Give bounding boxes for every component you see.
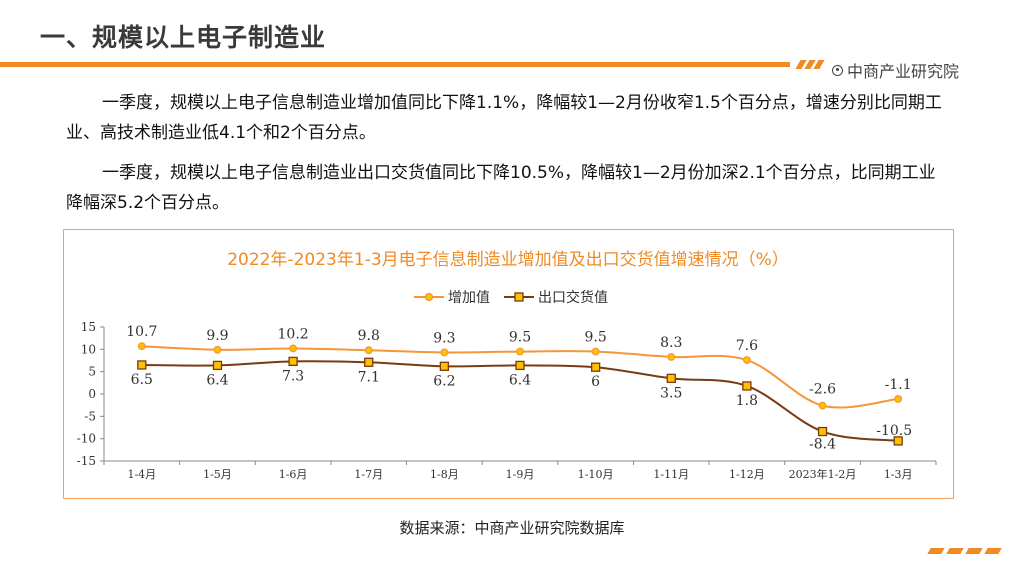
paragraph-export: 一季度，规模以上电子信息制造业出口交货值同比下降10.5%，降幅较1—2月份加深… bbox=[66, 163, 936, 213]
data-label-added-value: 9.5 bbox=[585, 330, 607, 346]
corner-decoration bbox=[927, 548, 1002, 554]
marker-added-value bbox=[440, 348, 449, 357]
marker-added-value bbox=[213, 345, 222, 354]
marker-added-value bbox=[742, 356, 751, 365]
data-label-export: 1.8 bbox=[736, 393, 758, 409]
legend-label-added-value: 增加值 bbox=[448, 290, 490, 306]
marker-export bbox=[515, 360, 525, 371]
data-label-added-value: 10.2 bbox=[278, 326, 309, 342]
marker-added-value bbox=[289, 344, 298, 353]
y-ticks: 15 10 5 0 -5 -10 -15 bbox=[77, 320, 104, 468]
marker-export bbox=[666, 373, 676, 384]
series-lines bbox=[141, 345, 899, 442]
legend: 增加值 出口交货值 bbox=[414, 289, 608, 306]
y-tick-label: -15 bbox=[77, 454, 96, 468]
data-label-export: 6.5 bbox=[131, 372, 153, 388]
data-label-added-value: 9.9 bbox=[206, 328, 228, 344]
x-tick-label: 1-8月 bbox=[430, 468, 459, 481]
y-tick-label: -5 bbox=[84, 409, 96, 423]
marker-export bbox=[742, 381, 752, 391]
data-label-export: 6.2 bbox=[433, 373, 455, 389]
marker-added-value bbox=[818, 401, 827, 410]
page-title: 一、规模以上电子制造业 bbox=[40, 23, 327, 52]
x-ticks: 1-4月 1-5月 1-6月 1-7月 1-8月 1-9月 1-10月 1-11月 1-12月 2… bbox=[103, 461, 937, 481]
title-underline bbox=[0, 62, 790, 67]
marker-added-value bbox=[667, 352, 676, 361]
data-label-added-value: 9.3 bbox=[433, 330, 455, 346]
chart-frame: 2022年-2023年1-3月电子信息制造业增加值及出口交货值增速情况（%） 增… bbox=[63, 229, 954, 499]
data-label-added-value: 10.7 bbox=[126, 324, 157, 340]
marker-export bbox=[288, 356, 298, 367]
data-label-export: 6.4 bbox=[206, 372, 228, 388]
paragraph-added-value: 一季度，规模以上电子信息制造业增加值同比下降1.1%，降幅较1—2月份收窄1.5… bbox=[66, 93, 942, 143]
data-label-added-value: 9.8 bbox=[358, 328, 380, 344]
data-label-added-value: -2.6 bbox=[809, 382, 836, 398]
x-tick-label: 1-3月 bbox=[884, 468, 913, 481]
marker-export bbox=[893, 436, 903, 446]
legend-label-export: 出口交货值 bbox=[538, 289, 608, 306]
marker-added-value bbox=[894, 394, 903, 403]
data-label-export: 7.3 bbox=[282, 368, 304, 384]
x-tick-label: 1-6月 bbox=[279, 468, 308, 481]
x-tick-label: 1-5月 bbox=[203, 468, 232, 481]
marker-export bbox=[439, 361, 450, 371]
data-label-export: 7.1 bbox=[358, 369, 380, 385]
data-label-export: 3.5 bbox=[660, 385, 682, 401]
brand: 中商产业研究院 bbox=[832, 58, 959, 82]
data-label-export: -10.5 bbox=[876, 423, 912, 439]
marker-export bbox=[137, 360, 147, 370]
data-label-added-value: 7.6 bbox=[736, 338, 758, 354]
marker-added-value bbox=[516, 347, 524, 356]
y-tick-label: 5 bbox=[88, 365, 96, 379]
y-tick-label: -10 bbox=[77, 432, 96, 446]
brand-name: 中商产业研究院 bbox=[847, 62, 960, 81]
x-tick-label: 1-10月 bbox=[578, 468, 614, 481]
legend-marker-added-value bbox=[424, 292, 434, 302]
data-label-export: 6.4 bbox=[509, 372, 531, 388]
marker-added-value bbox=[591, 347, 600, 356]
data-source: 数据来源：中商产业研究院数据库 bbox=[399, 519, 625, 537]
marker-export bbox=[590, 362, 601, 372]
marker-export bbox=[817, 426, 828, 437]
y-tick-label: 15 bbox=[81, 320, 96, 334]
chart-title: 2022年-2023年1-3月电子信息制造业增加值及出口交货值增速情况（%） bbox=[227, 250, 789, 270]
marker-export bbox=[212, 360, 223, 371]
x-tick-label: 1-12月 bbox=[729, 468, 765, 481]
target-icon bbox=[832, 64, 843, 76]
data-label-added-value: -1.1 bbox=[885, 377, 912, 393]
data-label-added-value: 8.3 bbox=[660, 335, 682, 351]
y-tick-label: 0 bbox=[88, 387, 96, 401]
x-tick-label: 1-4月 bbox=[127, 468, 156, 481]
data-labels: 10.7 9.9 10.2 9.8 9.3 9.5 9.5 8.3 7.6 -2.6 -1.1 6.5… bbox=[126, 324, 912, 452]
data-label-added-value: 9.5 bbox=[509, 330, 531, 346]
x-tick-label: 1-11月 bbox=[653, 468, 689, 481]
legend-marker-export bbox=[514, 292, 524, 302]
marker-export bbox=[364, 357, 374, 367]
data-label-export: -8.4 bbox=[809, 437, 836, 453]
marker-added-value bbox=[364, 346, 373, 355]
y-tick-label: 10 bbox=[81, 342, 96, 356]
series-markers bbox=[137, 342, 903, 446]
title-stripes bbox=[795, 60, 825, 69]
data-label-export: 6 bbox=[591, 374, 600, 390]
x-tick-label: 1-7月 bbox=[354, 468, 383, 481]
marker-added-value bbox=[137, 342, 146, 351]
x-tick-label: 2023年1-2月 bbox=[789, 467, 857, 481]
line-chart: 2022年-2023年1-3月电子信息制造业增加值及出口交货值增速情况（%） 增… bbox=[77, 250, 937, 481]
x-tick-label: 1-9月 bbox=[506, 468, 535, 481]
